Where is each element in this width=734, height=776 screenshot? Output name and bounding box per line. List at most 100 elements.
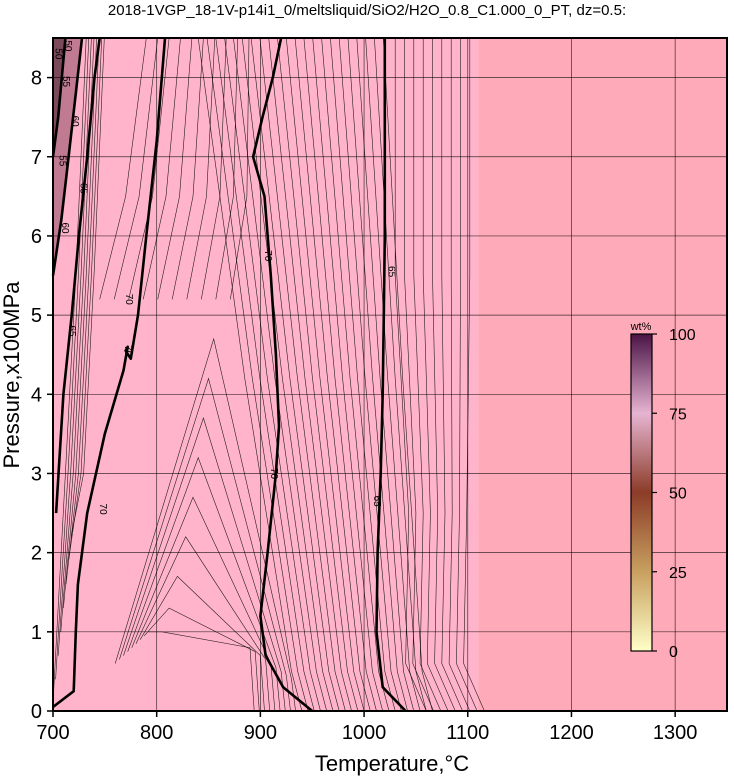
- contour-line-70: [251, 37, 314, 713]
- thin-contour: [347, 37, 408, 712]
- colorbar-tick-label: 25: [669, 565, 687, 582]
- thin-contour: [142, 37, 181, 300]
- thin-contour: [259, 37, 346, 712]
- x-tick-label: 800: [140, 722, 173, 744]
- contour-label: 70: [123, 294, 134, 306]
- contour-label: 70: [268, 468, 279, 480]
- thin-contour: [99, 37, 147, 300]
- thin-contour: [250, 37, 340, 712]
- contour-label: 65: [371, 496, 382, 508]
- thin-contour: [365, 37, 421, 712]
- contour-label: 65: [385, 266, 396, 278]
- thin-contour: [119, 377, 291, 712]
- contour-line-60: [51, 37, 84, 276]
- thin-contour: [139, 575, 265, 712]
- thin-contour: [201, 37, 227, 300]
- x-tick-label: 1100: [446, 722, 489, 744]
- thin-contour: [277, 37, 359, 712]
- thin-contour: [303, 37, 377, 712]
- x-tick-label: 1200: [549, 722, 594, 744]
- thin-contour: [206, 37, 309, 712]
- colorbar: wt% 0 25 50 75 100: [630, 321, 696, 661]
- field-high-temperature: [478, 38, 727, 711]
- colorbar-tick-label: 50: [669, 486, 687, 503]
- x-tick-label: 1000: [342, 722, 387, 744]
- thin-contour: [312, 37, 383, 712]
- thin-contour: [241, 37, 334, 712]
- thin-contour: [171, 37, 204, 300]
- thin-contour: [432, 38, 456, 712]
- thin-contour: [113, 37, 158, 300]
- y-tick-label: 5: [31, 305, 42, 327]
- x-tick-label: 1300: [653, 722, 698, 744]
- labeled-contours: [51, 37, 407, 713]
- thin-contour: [135, 536, 270, 712]
- thin-contour: [413, 38, 442, 712]
- field-low-temperature: [53, 38, 479, 711]
- thin-contour: [286, 37, 365, 712]
- contour-label: 70: [122, 345, 133, 357]
- contour-label: 60: [59, 222, 70, 234]
- contour-label: 65: [77, 183, 88, 195]
- thin-contour: [233, 37, 327, 712]
- contour-label: 55: [60, 76, 71, 88]
- thin-contours: [52, 37, 485, 712]
- contour-label: 70: [262, 250, 273, 262]
- colorbar-tick-label: 0: [669, 644, 678, 661]
- thin-contour: [268, 37, 352, 712]
- thin-contour: [215, 37, 238, 300]
- y-tick-label: 7: [31, 147, 42, 169]
- thin-contour: [456, 38, 478, 712]
- thin-contour: [128, 37, 170, 300]
- thin-contour: [157, 37, 193, 300]
- thin-contour: [383, 37, 433, 712]
- thin-contour: [186, 37, 216, 300]
- colorbar-tick-label: 75: [669, 406, 687, 423]
- x-tick-label: 700: [36, 722, 69, 744]
- contour-line-65: [375, 38, 407, 712]
- colorbar-scale: [630, 333, 653, 652]
- thin-contour: [230, 37, 250, 300]
- plot-frame: [52, 37, 728, 712]
- thin-contour: [448, 38, 471, 712]
- y-tick-label: 6: [31, 226, 42, 248]
- thin-contour: [330, 37, 396, 712]
- thin-contour: [294, 37, 371, 712]
- y-axis-label: Pressure,x100MPa: [0, 281, 24, 469]
- contour-label: 65: [66, 325, 77, 337]
- thin-contour: [131, 496, 276, 712]
- thin-contour: [463, 38, 485, 712]
- thin-contour: [422, 38, 449, 712]
- x-axis-label: Temperature,°C: [315, 751, 469, 776]
- contour-label: 70: [97, 504, 108, 516]
- colorbar-unit: wt%: [630, 321, 652, 333]
- y-tick-label: 4: [31, 384, 42, 406]
- y-tick-label: 1: [31, 622, 42, 644]
- x-tick-label: 900: [244, 722, 277, 744]
- contour-line-65: [54, 37, 101, 514]
- thin-contour: [404, 38, 434, 712]
- contour-line-70: [52, 37, 167, 709]
- colorbar-tick-label: 100: [669, 327, 696, 344]
- y-tick-label: 0: [31, 701, 42, 723]
- contour-label: 50: [53, 48, 64, 60]
- chart-title: 2018-1VGP_18-1V-p14i1_0/meltsliquid/SiO2…: [108, 2, 626, 19]
- thin-contour: [224, 37, 321, 712]
- contour-line-55: [51, 37, 67, 157]
- y-tick-label: 2: [31, 543, 42, 565]
- contour-label: 50: [62, 40, 73, 52]
- y-tick-label: 3: [31, 463, 42, 485]
- thin-contour: [394, 38, 427, 712]
- contour-label: 55: [57, 155, 68, 167]
- x-axis: 700 800 900 1000 1100 1200 1300: [36, 711, 697, 744]
- thin-contour: [215, 37, 315, 712]
- contour-label: 60: [69, 116, 80, 128]
- y-tick-label: 8: [31, 68, 42, 90]
- thin-contour: [356, 37, 415, 712]
- thin-contour: [123, 417, 286, 712]
- y-axis: 0 1 2 3 4 5 6 7 8: [31, 68, 53, 723]
- thin-contour: [127, 456, 281, 712]
- thin-contour: [197, 37, 303, 712]
